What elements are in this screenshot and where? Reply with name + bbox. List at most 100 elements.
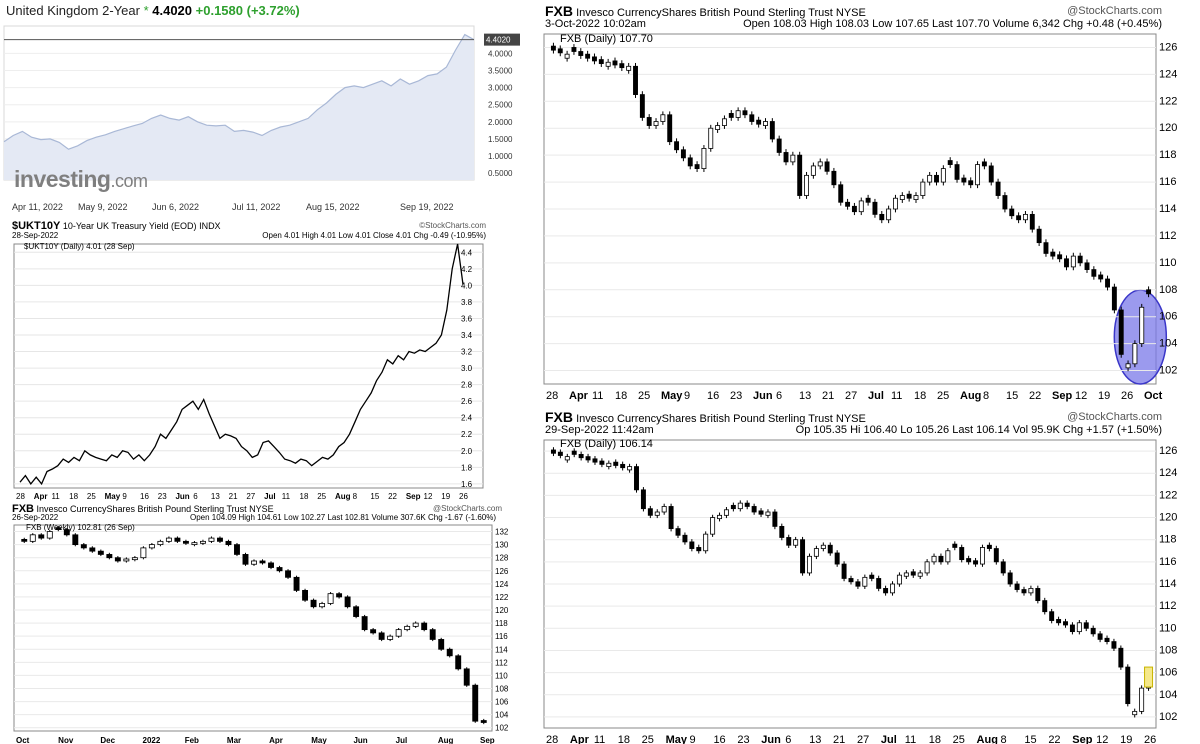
ukt10y-panel: $UKT10Y 10-Year UK Treasury Yield (EOD) … [10, 220, 490, 502]
current-price-tag-label: 4.4020 [486, 36, 511, 45]
x-tick-label: Aug [960, 390, 981, 402]
x-tick-label: 13 [799, 390, 811, 402]
candle-body [208, 537, 215, 542]
candle-body [735, 110, 741, 118]
candle-body [920, 181, 926, 196]
candle-body [387, 635, 394, 640]
candle-body [429, 629, 436, 640]
x-tick-label: 28 [546, 734, 558, 744]
x-tick-label: 18 [300, 492, 309, 501]
candle-body [979, 547, 985, 565]
fxbt-logo: @StockCharts.com [1067, 5, 1162, 17]
candle-body [634, 466, 639, 491]
candle-body [1000, 561, 1006, 574]
fxbw-logo: @StockCharts.com [432, 504, 502, 513]
y-tick-label: 108 [495, 684, 509, 693]
candle-body [851, 205, 857, 213]
x-tick-label: Mar [227, 736, 241, 744]
fxbw-ohlc: Open 104.09 High 104.61 Low 102.27 Last … [190, 513, 496, 522]
fxbt-legend: FXB (Daily) 107.70 [560, 33, 653, 45]
x-tick-label: 25 [317, 492, 326, 501]
fxbb-ohlc: Op 105.35 Hi 106.40 Lo 105.26 Last 106.1… [795, 424, 1162, 436]
candle-body [557, 451, 563, 456]
candle-body [251, 560, 257, 565]
candle-body [993, 548, 999, 563]
x-tick-label: 27 [845, 390, 857, 402]
fxbt-ohlc: Open 108.03 High 108.03 Low 107.65 Last … [743, 18, 1162, 30]
candle-body [841, 563, 847, 579]
candle-body [862, 576, 868, 587]
candle-body [1069, 624, 1075, 633]
candle-body [831, 170, 837, 186]
fxbb-date: 29-Sep-2022 11:42am [545, 424, 654, 436]
x-tick-label: Jul [868, 390, 884, 402]
candle-body [472, 684, 479, 722]
y-tick-label: 1.8 [461, 463, 473, 472]
candle-body [1132, 343, 1138, 365]
x-tick-label: 23 [158, 492, 167, 501]
x-tick-label: 9 [684, 390, 690, 402]
candle-body [606, 462, 612, 467]
candle-body [29, 534, 36, 542]
candle-body [191, 542, 198, 546]
candle-body [845, 201, 851, 207]
x-tick-label: Sep 19, 2022 [400, 202, 454, 212]
plot-area [13, 243, 484, 489]
x-tick-label: Jun 6, 2022 [152, 202, 199, 212]
x-tick-label: Aug [977, 734, 998, 744]
candle-body [550, 45, 556, 51]
candle-body [1022, 213, 1028, 221]
candle-body [838, 184, 844, 203]
candle-body [973, 560, 979, 565]
x-tick-label: 18 [615, 390, 627, 402]
candle-body [46, 531, 53, 539]
x-tick-label: 18 [929, 734, 941, 744]
x-tick-label: 11 [891, 390, 902, 402]
x-tick-label: 18 [618, 734, 630, 744]
x-tick-label: Aug [335, 492, 351, 501]
y-tick-label: 4.0 [461, 281, 473, 290]
candle-body [463, 668, 470, 686]
plot-area [13, 524, 493, 732]
candle-body [737, 502, 743, 510]
fxbw-date: 26-Sep-2022 [12, 513, 59, 522]
y-tick-label: 3.0000 [488, 84, 513, 93]
y-tick-label: 1.6 [461, 480, 473, 489]
candle-body [21, 538, 28, 542]
candle-body [55, 527, 62, 530]
candle-body [758, 510, 764, 515]
candle-body [38, 534, 45, 539]
x-tick-label: 22 [1029, 390, 1041, 402]
candle-body [906, 193, 912, 199]
y-tick-label: 2.8 [461, 381, 473, 390]
x-tick-label: Jun [753, 390, 773, 402]
y-tick-label: 0.5000 [488, 169, 513, 178]
candle-body [72, 534, 79, 546]
x-tick-label: Apr [34, 492, 48, 501]
candle-body [344, 596, 351, 608]
candle-body [790, 154, 796, 163]
x-tick-label: 15 [1024, 734, 1036, 744]
y-tick-label: 124 [1159, 467, 1177, 479]
candle-body [797, 154, 803, 196]
logo-main: investing [14, 166, 111, 192]
x-tick-label: 6 [776, 390, 782, 402]
candle-body [1070, 255, 1076, 268]
x-tick-label: 15 [370, 492, 379, 501]
y-tick-label: 3.8 [461, 298, 473, 307]
candle-body [701, 148, 707, 170]
x-tick-label: 11 [594, 734, 605, 744]
candle-body [675, 528, 681, 536]
y-tick-label: 2.5000 [488, 101, 513, 110]
price-change-pct: (+3.72%) [246, 3, 300, 18]
candle-body [199, 540, 206, 544]
candle-body [578, 453, 584, 459]
y-tick-label: 130 [495, 541, 509, 550]
x-tick-label: May [311, 736, 327, 744]
candle-body [883, 588, 889, 594]
candle-body [696, 547, 702, 552]
candle-body [824, 161, 830, 172]
candle-body [327, 593, 334, 604]
candle-body [913, 195, 919, 200]
candle-body [1105, 278, 1110, 288]
